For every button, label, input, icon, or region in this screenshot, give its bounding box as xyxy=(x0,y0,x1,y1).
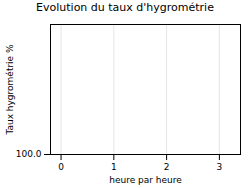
html-text:Evolution du taux d'hygrométri: Evolution du taux d'hygrométrie xyxy=(36,1,214,14)
svg-text:0: 0 xyxy=(58,162,64,172)
svg-text:100.0: 100.0 xyxy=(16,149,42,159)
svg-text:2: 2 xyxy=(164,162,170,172)
svg-text:1: 1 xyxy=(111,162,117,172)
svg-text:3: 3 xyxy=(217,162,223,172)
svg-text:heure par heure: heure par heure xyxy=(109,175,182,185)
svg-text:Taux hygrométrie %: Taux hygrométrie % xyxy=(5,44,15,136)
